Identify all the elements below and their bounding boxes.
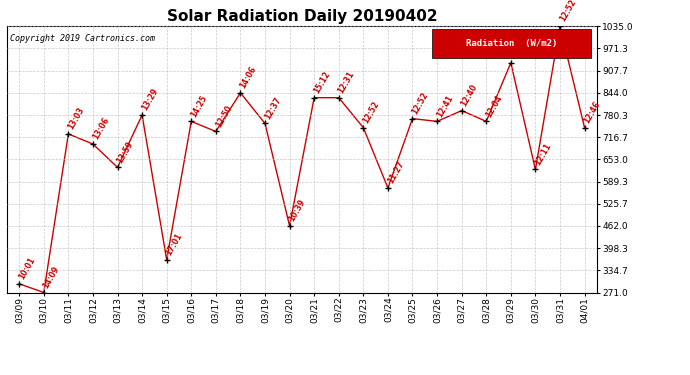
Text: 13:29: 13:29 [140, 87, 159, 112]
Text: 14:09: 14:09 [41, 264, 61, 290]
Text: 12:46: 12:46 [582, 99, 602, 125]
Text: 13:06: 13:06 [90, 116, 110, 141]
Text: 12:52: 12:52 [411, 90, 430, 116]
Text: 12:52: 12:52 [361, 100, 381, 125]
Text: 12:11: 12:11 [533, 141, 553, 167]
Text: 12:04: 12:04 [484, 93, 504, 118]
Text: 12:52: 12:52 [558, 0, 578, 24]
Text: 12:52: 12:52 [509, 35, 529, 60]
Text: 13:59: 13:59 [115, 140, 135, 165]
Text: 12:41: 12:41 [435, 93, 455, 118]
Text: 12:50: 12:50 [214, 104, 233, 129]
Text: 17:01: 17:01 [164, 231, 184, 257]
Text: 13:03: 13:03 [66, 106, 86, 131]
Text: 12:40: 12:40 [460, 82, 480, 108]
Text: 12:37: 12:37 [263, 95, 283, 121]
Text: 10:01: 10:01 [17, 256, 37, 281]
Text: 10:39: 10:39 [287, 198, 307, 223]
Text: 12:31: 12:31 [337, 69, 356, 95]
Title: Solar Radiation Daily 20190402: Solar Radiation Daily 20190402 [166, 9, 437, 24]
Text: 11:27: 11:27 [386, 160, 406, 185]
Text: 14:25: 14:25 [189, 93, 209, 118]
FancyBboxPatch shape [432, 29, 591, 58]
Text: Radiation  (W/m2): Radiation (W/m2) [466, 39, 557, 48]
Text: Copyright 2019 Cartronics.com: Copyright 2019 Cartronics.com [10, 34, 155, 43]
Text: 15:12: 15:12 [312, 70, 332, 95]
Text: 14:06: 14:06 [238, 64, 258, 90]
